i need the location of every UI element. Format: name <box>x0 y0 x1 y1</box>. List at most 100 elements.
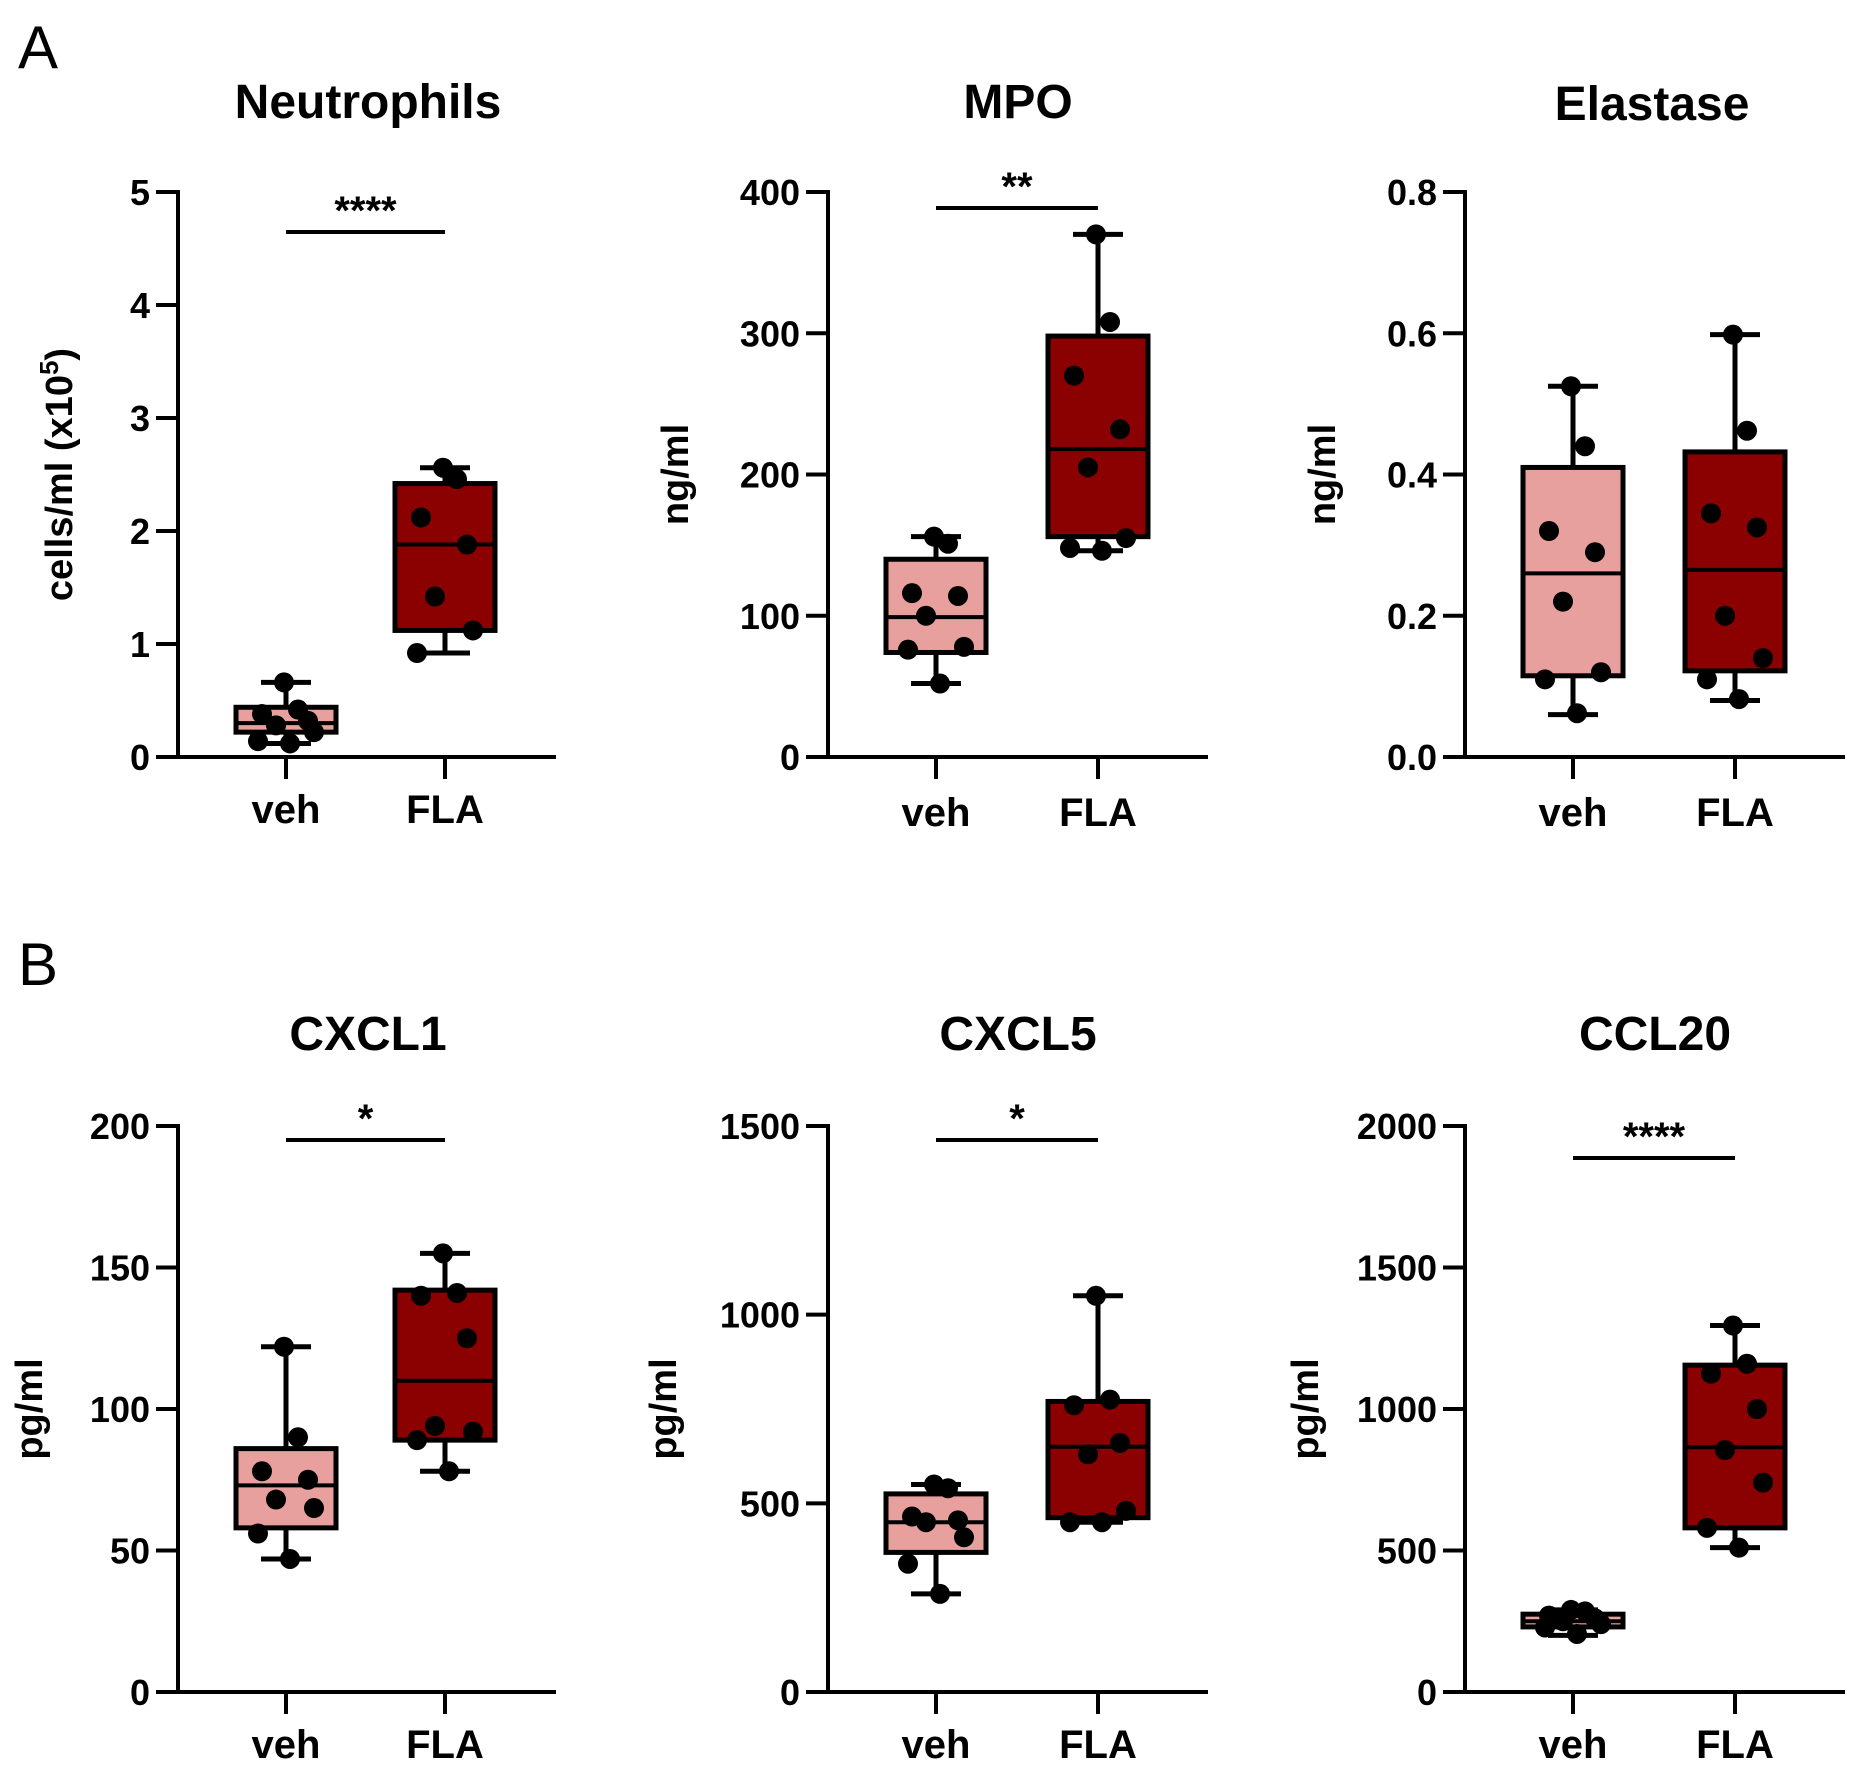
data-point <box>1591 1614 1611 1635</box>
data-point <box>248 1523 268 1544</box>
data-point <box>425 586 445 607</box>
data-point <box>1092 540 1112 561</box>
data-point <box>1110 419 1130 440</box>
data-point <box>425 1415 445 1436</box>
box-group-FLA <box>392 457 498 664</box>
y-axis-label: pg/ml <box>643 1358 685 1459</box>
y-tick-label: 3 <box>130 398 150 439</box>
data-point <box>407 643 427 664</box>
data-point <box>439 1461 459 1482</box>
data-point <box>1553 591 1573 612</box>
data-point <box>1697 669 1717 690</box>
data-point <box>411 1285 431 1306</box>
chart-cxcl5: CXCL5 0 500 1000 1500 pg/ml veh FLA * <box>643 1008 1208 1767</box>
box-group-FLA <box>1682 324 1788 710</box>
box-group-FLA <box>1045 224 1151 561</box>
data-point <box>1753 1472 1773 1493</box>
box-group-veh <box>883 526 989 694</box>
data-point <box>954 1527 974 1548</box>
box-FLA <box>392 1287 498 1443</box>
x-tick-label: FLA <box>1059 791 1137 835</box>
y-tick-label: 4 <box>130 285 150 326</box>
data-point <box>1060 537 1080 558</box>
data-point <box>1715 1440 1735 1461</box>
y-tick-label: 100 <box>90 1389 150 1430</box>
data-point <box>930 1583 950 1604</box>
data-point <box>1747 1399 1767 1419</box>
box-group-veh <box>233 1336 339 1569</box>
data-point <box>447 469 467 490</box>
data-point <box>298 1469 318 1490</box>
data-point <box>1116 528 1136 549</box>
y-tick-label: 100 <box>740 596 800 637</box>
y-axis-label-text: pg/ml <box>9 1358 51 1459</box>
x-tick-label: veh <box>902 791 971 835</box>
box-FLA <box>1045 1398 1151 1521</box>
data-point <box>1078 457 1098 478</box>
y-axis-label: ng/ml <box>655 424 697 525</box>
box-FLA <box>392 481 498 633</box>
box-group-veh <box>883 1474 989 1604</box>
data-point <box>1086 224 1106 245</box>
data-point <box>1585 542 1605 563</box>
data-point <box>1723 324 1743 345</box>
y-tick-label: 0.8 <box>1387 172 1437 213</box>
y-tick-label: 200 <box>740 455 800 496</box>
data-point <box>1701 503 1721 524</box>
y-tick-label: 0.0 <box>1387 737 1437 778</box>
data-point <box>1729 1537 1749 1558</box>
y-tick-label: 0 <box>130 737 150 778</box>
data-point <box>288 1427 308 1448</box>
data-point <box>457 1328 477 1349</box>
data-point <box>1064 365 1084 386</box>
data-point <box>1539 521 1559 541</box>
data-point <box>304 722 324 743</box>
chart-cxcl1: CXCL1 0 50 100 150 200 pg/ml veh FLA * <box>9 1008 556 1767</box>
y-tick-label: 1500 <box>1357 1248 1437 1289</box>
y-tick-label: 0.4 <box>1387 455 1437 496</box>
box-group-FLA <box>1045 1285 1151 1533</box>
y-tick-label: 500 <box>1377 1531 1437 1572</box>
significance-label: ** <box>1001 165 1033 209</box>
data-point <box>1591 662 1611 683</box>
y-tick-label: 5 <box>130 172 150 213</box>
data-point <box>1064 1395 1084 1416</box>
significance-label: * <box>358 1097 374 1141</box>
y-tick-label: 500 <box>740 1483 800 1524</box>
y-axis-label-text: ng/ml <box>655 424 697 525</box>
x-tick-label: FLA <box>406 788 484 832</box>
x-tick-label: veh <box>1539 1723 1608 1767</box>
x-tick-label: FLA <box>1696 791 1774 835</box>
data-point <box>457 534 477 555</box>
y-tick-label: 0 <box>130 1672 150 1713</box>
data-point <box>1553 1611 1573 1632</box>
box-FLA <box>1045 333 1151 540</box>
data-point <box>1567 1623 1587 1644</box>
data-point <box>1086 1285 1106 1306</box>
chart-title: CXCL1 <box>289 1008 446 1061</box>
data-point <box>1753 648 1773 669</box>
data-point <box>1561 376 1581 397</box>
chart-elastase: Elastase 0.0 0.2 0.4 0.6 0.8 ng/ml veh FLA <box>1302 78 1845 835</box>
box-veh <box>883 556 989 655</box>
data-point <box>930 673 950 694</box>
data-point <box>433 457 453 478</box>
y-tick-label: 0.6 <box>1387 313 1437 354</box>
data-point <box>1110 1432 1130 1453</box>
y-axis-label: cells/ml (x105) <box>34 348 81 601</box>
data-point <box>1100 311 1120 332</box>
y-tick-label: 200 <box>90 1106 150 1147</box>
significance-label: **** <box>1623 1115 1686 1159</box>
data-point <box>1697 1517 1717 1538</box>
data-point <box>898 639 918 660</box>
chart-mpo: MPO 0 100 200 300 400 ng/ml veh FLA ** <box>655 76 1208 835</box>
y-tick-label: 0.2 <box>1387 596 1437 637</box>
data-point <box>266 1489 286 1510</box>
x-tick-label: FLA <box>406 1723 484 1767</box>
y-tick-label: 2 <box>130 511 150 552</box>
y-axis-label-text: ng/ml <box>1302 424 1344 525</box>
x-tick-label: veh <box>252 788 321 832</box>
chart-title: Elastase <box>1555 78 1750 131</box>
y-axis-label: ng/ml <box>1302 424 1344 525</box>
